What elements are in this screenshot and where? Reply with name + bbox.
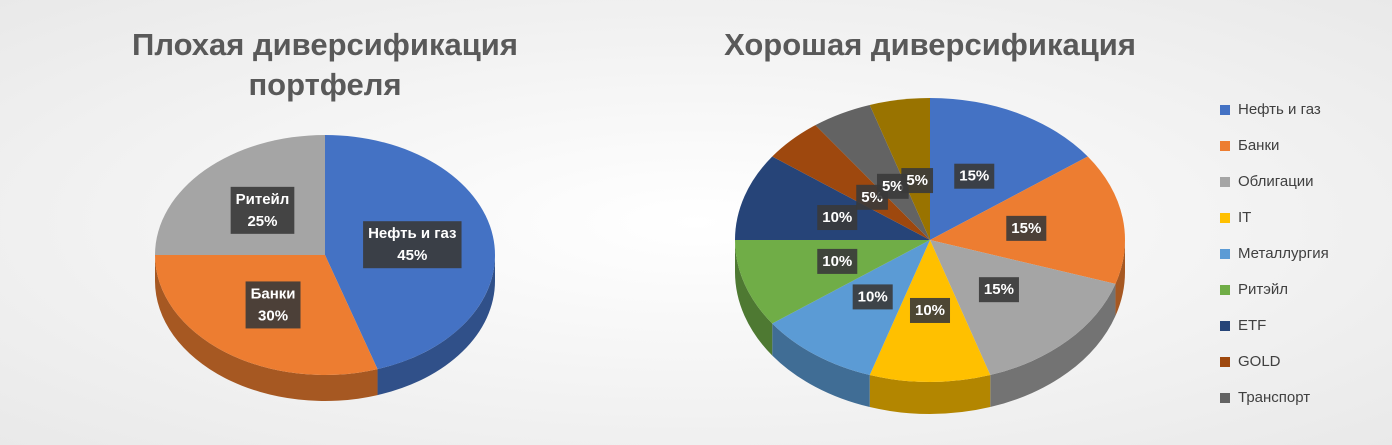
slice	[772, 125, 930, 240]
legend-swatch	[1220, 105, 1230, 115]
data-label-bg	[1006, 215, 1047, 241]
chart-title: Хорошая диверсификация	[724, 27, 1136, 62]
slice	[735, 240, 930, 324]
slice-side	[772, 323, 870, 408]
legend-swatch	[1220, 357, 1230, 367]
data-label-text: 10%	[822, 253, 852, 270]
data-label-bg	[978, 277, 1019, 303]
legend-label: Ритэйл	[1238, 281, 1288, 298]
legend-swatch	[1220, 213, 1230, 223]
slice	[869, 98, 930, 240]
data-label-text: 45%	[397, 247, 427, 264]
data-label: 10%	[852, 284, 893, 310]
data-label-text: Нефть и газ	[368, 225, 456, 242]
data-label: Нефть и газ 45%	[363, 221, 462, 269]
data-label-bg	[363, 221, 462, 269]
data-label: 10%	[909, 297, 951, 323]
slice	[815, 104, 930, 240]
data-label-text: 10%	[822, 209, 852, 226]
slice	[930, 240, 1116, 376]
legend-swatch	[1220, 249, 1230, 259]
legend-label: GOLD	[1238, 353, 1281, 370]
legend-label: Транспорт	[1238, 389, 1310, 406]
legend-label: Нефть и газ	[1238, 101, 1321, 118]
data-label: 15%	[1006, 215, 1047, 241]
data-label: Банки 30%	[245, 281, 301, 329]
legend-swatch	[1220, 285, 1230, 295]
data-label-text: 10%	[858, 288, 888, 305]
data-label-text: 10%	[915, 302, 945, 319]
data-label-text: Банки	[251, 285, 296, 302]
data-label-text: 15%	[1011, 220, 1041, 237]
legend-label: ETF	[1238, 317, 1266, 334]
data-label-text: 15%	[959, 168, 989, 185]
legend-swatch	[1220, 141, 1230, 151]
data-label-bg	[230, 186, 295, 234]
legend-label: Банки	[1238, 137, 1279, 154]
data-label: 15%	[954, 163, 995, 189]
slice-side	[155, 255, 378, 401]
data-label-bg	[852, 284, 893, 310]
legend-swatch	[1220, 393, 1230, 403]
data-label-bg	[817, 205, 858, 231]
data-label-text: 25%	[247, 213, 277, 230]
data-label-text: 5%	[906, 172, 928, 189]
data-label: 10%	[817, 248, 858, 274]
slice-side	[377, 255, 495, 396]
data-label-bg	[901, 168, 934, 194]
data-label-bg	[245, 281, 301, 329]
data-label: Ритейл 25%	[230, 186, 295, 234]
slice-side	[735, 240, 773, 356]
data-label-bg	[817, 248, 858, 274]
data-label-text: Ритейл	[236, 191, 290, 208]
legend-label: Металлургия	[1238, 245, 1329, 262]
chart-title: Плохая диверсификация портфеля	[132, 27, 518, 102]
slice-side	[1115, 240, 1125, 316]
slice	[735, 156, 930, 240]
legend-label: IT	[1238, 209, 1251, 226]
data-label-text: 5%	[882, 178, 904, 195]
data-label: 15%	[978, 277, 1019, 303]
data-label: 10%	[817, 205, 858, 231]
slice-side	[990, 283, 1116, 408]
slice-side	[869, 375, 991, 415]
data-label: 5%	[901, 168, 934, 194]
data-label-text: 30%	[258, 307, 288, 324]
legend-swatch	[1220, 321, 1230, 331]
slice	[930, 98, 1088, 240]
data-label-text: 15%	[984, 281, 1014, 298]
data-label-bg	[954, 163, 995, 189]
slice	[772, 240, 930, 376]
legend-label: Облигации	[1238, 173, 1314, 190]
legend-swatch	[1220, 177, 1230, 187]
data-label-bg	[909, 297, 951, 323]
